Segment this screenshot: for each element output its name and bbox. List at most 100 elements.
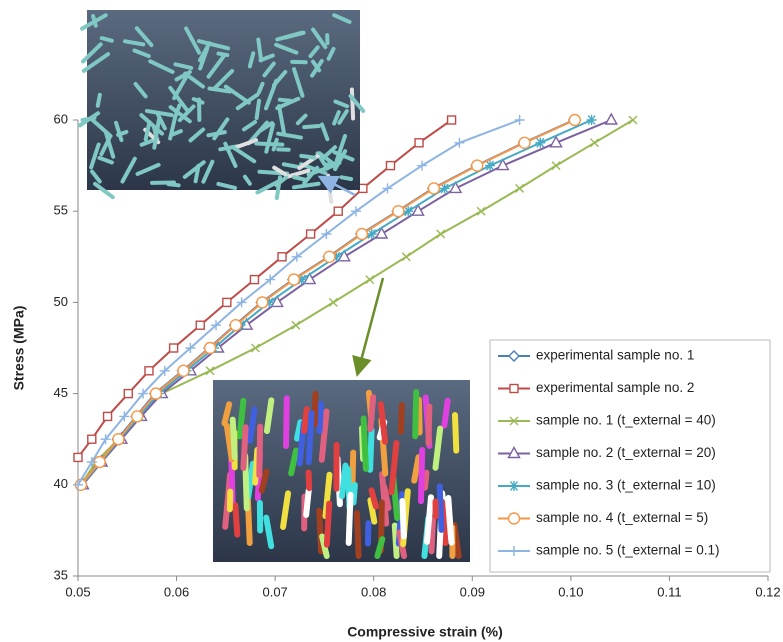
pipe — [320, 404, 321, 431]
x-tick-label: 0.10 — [558, 584, 583, 599]
pipe — [371, 490, 375, 506]
pipe — [444, 401, 447, 426]
pipe — [315, 394, 316, 425]
x-tick-label: 0.05 — [65, 584, 90, 599]
pipe — [257, 101, 259, 118]
arrow — [358, 278, 383, 372]
marker — [334, 207, 342, 215]
marker — [88, 435, 96, 443]
marker — [132, 411, 143, 422]
inset-image — [80, 10, 363, 202]
pipe — [440, 486, 442, 529]
marker — [113, 434, 124, 445]
marker — [257, 297, 268, 308]
marker — [606, 114, 617, 124]
x-tick-label: 0.09 — [460, 584, 485, 599]
pipe — [259, 427, 260, 475]
legend-label: sample no. 3 (t_external = 10) — [536, 478, 716, 493]
pipe — [370, 430, 371, 470]
marker — [587, 115, 597, 125]
marker — [472, 160, 483, 171]
pipe — [370, 397, 373, 429]
marker — [223, 298, 231, 306]
pipe — [309, 473, 310, 489]
pipe — [319, 511, 321, 552]
marker — [519, 137, 530, 148]
legend-label: experimental sample no. 2 — [536, 380, 694, 395]
pipe — [352, 89, 353, 118]
y-axis-label: Stress (MPa) — [11, 306, 27, 391]
pipe — [341, 177, 351, 179]
y-tick-label: 55 — [54, 203, 68, 218]
marker — [428, 183, 439, 194]
pipe — [414, 457, 418, 480]
x-tick-label: 0.06 — [164, 584, 189, 599]
pipe — [258, 40, 261, 61]
marker — [515, 115, 525, 125]
marker — [402, 253, 410, 261]
pipe — [455, 415, 456, 451]
x-axis-label: Compressive strain (%) — [347, 624, 503, 640]
marker — [448, 116, 456, 124]
pipe — [304, 126, 319, 127]
pipe — [243, 427, 245, 468]
marker — [510, 385, 518, 393]
marker — [104, 412, 112, 420]
pipe — [294, 177, 306, 180]
legend-label: sample no. 4 (t_external = 5) — [536, 510, 708, 525]
marker — [509, 481, 519, 491]
chart: 3540455055600.050.060.070.080.090.100.11… — [0, 0, 783, 642]
marker — [629, 116, 637, 124]
x-tick-label: 0.08 — [361, 584, 386, 599]
pipe — [381, 404, 385, 442]
marker — [324, 251, 335, 262]
marker — [206, 367, 214, 375]
pipe — [102, 38, 112, 41]
marker — [535, 138, 545, 148]
marker — [366, 276, 374, 284]
pipe — [349, 495, 351, 543]
pipe — [98, 95, 100, 106]
y-tick-label: 50 — [54, 294, 68, 309]
marker — [196, 321, 204, 329]
marker — [356, 229, 367, 240]
pipe — [306, 490, 309, 515]
y-tick-label: 60 — [54, 111, 68, 126]
pipe — [428, 407, 429, 443]
legend: experimental sample no. 1experimental sa… — [490, 340, 770, 572]
pipe — [425, 473, 427, 488]
pipe — [301, 156, 314, 158]
x-tick-label: 0.12 — [755, 584, 780, 599]
pipe — [448, 498, 451, 543]
pipe — [401, 405, 402, 432]
y-tick-label: 35 — [54, 567, 68, 582]
marker — [454, 138, 464, 148]
pipe — [304, 409, 307, 431]
pipe — [235, 505, 237, 535]
marker — [288, 274, 299, 285]
marker — [437, 230, 445, 238]
marker — [145, 367, 153, 375]
marker — [307, 230, 315, 238]
legend-label: sample no. 2 (t_external = 20) — [536, 445, 716, 460]
marker — [205, 343, 216, 354]
marker — [552, 162, 560, 170]
marker — [509, 513, 520, 524]
marker — [250, 276, 258, 284]
pipe — [168, 184, 178, 185]
inset-image — [213, 380, 470, 562]
marker — [477, 207, 485, 215]
marker — [178, 365, 189, 376]
marker — [359, 184, 367, 192]
pipe — [342, 466, 345, 496]
pipe — [415, 392, 416, 436]
marker — [386, 162, 394, 170]
pipe — [284, 164, 298, 167]
marker — [569, 115, 580, 126]
pipe — [427, 497, 431, 542]
marker — [591, 139, 599, 147]
marker — [124, 390, 132, 398]
pipe — [364, 419, 366, 469]
marker — [170, 344, 178, 352]
legend-label: sample no. 5 (t_external = 0.1) — [536, 543, 719, 558]
